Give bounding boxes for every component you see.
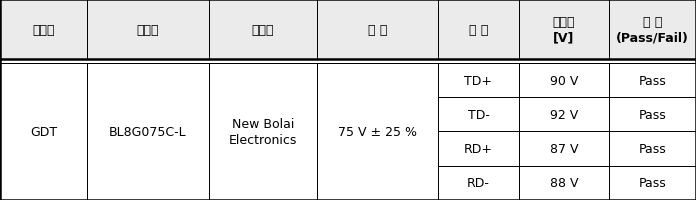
Text: TD+: TD+ [464,74,493,87]
Text: 부품명: 부품명 [32,24,55,36]
Bar [0,0,696,60]
Text: New Bolai
Electronics: New Bolai Electronics [228,117,297,146]
Text: TD-: TD- [468,108,489,121]
Bar [0,64,87,200]
Bar [609,132,696,166]
Bar [317,64,438,200]
Text: 사 양: 사 양 [368,24,387,36]
Bar [209,0,317,60]
Text: 92 V: 92 V [550,108,578,121]
Bar [438,166,519,200]
Bar [87,64,209,200]
Text: Pass: Pass [639,176,666,189]
Bar [0,0,87,60]
Text: Pass: Pass [639,74,666,87]
Text: 모델명: 모델명 [136,24,159,36]
Text: RD+: RD+ [464,142,493,155]
Bar [438,0,519,60]
Bar [438,64,519,98]
Bar [519,64,609,98]
Bar [609,0,696,60]
Text: 88 V: 88 V [550,176,578,189]
Bar [609,64,696,98]
Bar [609,166,696,200]
Bar [209,64,317,200]
Text: 90 V: 90 V [550,74,578,87]
Text: BL8G075C-L: BL8G075C-L [109,125,187,138]
Text: Pass: Pass [639,108,666,121]
Bar [519,98,609,132]
Text: Pass: Pass [639,142,666,155]
Bar [519,132,609,166]
Bar [87,0,209,60]
Text: 87 V: 87 V [550,142,578,155]
Bar [519,166,609,200]
Text: RD-: RD- [467,176,490,189]
Text: 위 치: 위 치 [469,24,488,36]
Bar [438,132,519,166]
Bar [519,0,609,60]
Text: 측정값
[V]: 측정값 [V] [553,16,575,44]
Bar [609,98,696,132]
Text: 결 과
(Pass/Fail): 결 과 (Pass/Fail) [616,16,689,44]
Bar [317,0,438,60]
Bar [438,98,519,132]
Text: 75 V ± 25 %: 75 V ± 25 % [338,125,417,138]
Text: 제조사: 제조사 [251,24,274,36]
Text: GDT: GDT [30,125,57,138]
